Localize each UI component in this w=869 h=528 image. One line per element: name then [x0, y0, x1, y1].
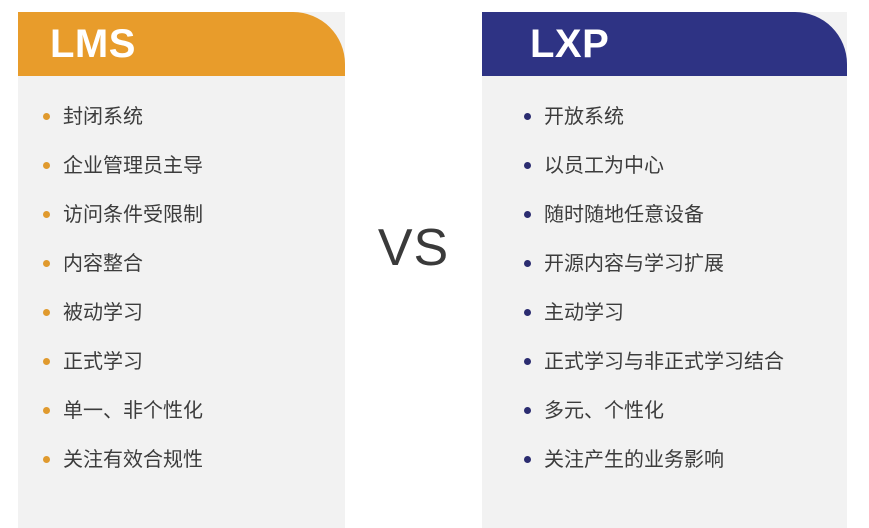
lms-feature-label: 内容整合: [63, 252, 143, 275]
list-item: 单一、非个性化: [18, 386, 345, 435]
list-item: 以员工为中心: [482, 141, 847, 190]
list-item: 开放系统: [482, 92, 847, 141]
lxp-feature-label: 开源内容与学习扩展: [544, 252, 724, 275]
list-item: 关注产生的业务影响: [482, 435, 847, 484]
lxp-feature-label: 主动学习: [544, 301, 624, 324]
list-item: 主动学习: [482, 288, 847, 337]
lxp-feature-label: 随时随地任意设备: [544, 203, 704, 226]
bullet-icon: [43, 260, 50, 267]
lxp-feature-label: 正式学习与非正式学习结合: [544, 350, 784, 373]
bullet-icon: [43, 456, 50, 463]
lxp-card: LXP 开放系统 以员工为中心 随时随地任意设备 开源内容与学习扩展: [482, 12, 847, 528]
list-item: 关注有效合规性: [18, 435, 345, 484]
bullet-icon: [524, 456, 531, 463]
lms-feature-label: 封闭系统: [63, 105, 143, 128]
bullet-icon: [43, 162, 50, 169]
bullet-icon: [43, 113, 50, 120]
list-item: 内容整合: [18, 239, 345, 288]
bullet-icon: [43, 211, 50, 218]
lms-feature-label: 访问条件受限制: [63, 203, 203, 226]
list-item: 被动学习: [18, 288, 345, 337]
lms-card: LMS 封闭系统 企业管理员主导 访问条件受限制 内容整合: [18, 12, 345, 528]
lxp-feature-label: 关注产生的业务影响: [544, 448, 724, 471]
list-item: 随时随地任意设备: [482, 190, 847, 239]
lxp-card-header: LXP: [482, 12, 847, 76]
lxp-feature-list: 开放系统 以员工为中心 随时随地任意设备 开源内容与学习扩展 主动学习: [482, 92, 847, 484]
lxp-feature-label: 以员工为中心: [544, 154, 664, 177]
bullet-icon: [43, 309, 50, 316]
lms-feature-label: 正式学习: [63, 350, 143, 373]
list-item: 封闭系统: [18, 92, 345, 141]
list-item: 访问条件受限制: [18, 190, 345, 239]
bullet-icon: [524, 211, 531, 218]
bullet-icon: [524, 309, 531, 316]
bullet-icon: [43, 407, 50, 414]
bullet-icon: [524, 162, 531, 169]
versus-label: VS: [377, 219, 450, 277]
bullet-icon: [43, 358, 50, 365]
lms-feature-label: 企业管理员主导: [63, 154, 203, 177]
lms-card-header: LMS: [18, 12, 345, 76]
lms-feature-label: 关注有效合规性: [63, 448, 203, 471]
lxp-feature-label: 开放系统: [544, 105, 624, 128]
bullet-icon: [524, 260, 531, 267]
bullet-icon: [524, 358, 531, 365]
list-item: 开源内容与学习扩展: [482, 239, 847, 288]
list-item: 多元、个性化: [482, 386, 847, 435]
lxp-card-body: 开放系统 以员工为中心 随时随地任意设备 开源内容与学习扩展 主动学习: [482, 76, 847, 528]
lms-title: LMS: [50, 22, 136, 66]
lms-card-body: 封闭系统 企业管理员主导 访问条件受限制 内容整合 被动学习: [18, 76, 345, 528]
list-item: 正式学习与非正式学习结合: [482, 337, 847, 386]
list-item: 企业管理员主导: [18, 141, 345, 190]
lms-feature-label: 被动学习: [63, 301, 143, 324]
lxp-feature-label: 多元、个性化: [544, 399, 664, 422]
lxp-title: LXP: [530, 22, 610, 66]
bullet-icon: [524, 113, 531, 120]
bullet-icon: [524, 407, 531, 414]
list-item: 正式学习: [18, 337, 345, 386]
lms-feature-label: 单一、非个性化: [63, 399, 203, 422]
lms-feature-list: 封闭系统 企业管理员主导 访问条件受限制 内容整合 被动学习: [18, 92, 345, 484]
